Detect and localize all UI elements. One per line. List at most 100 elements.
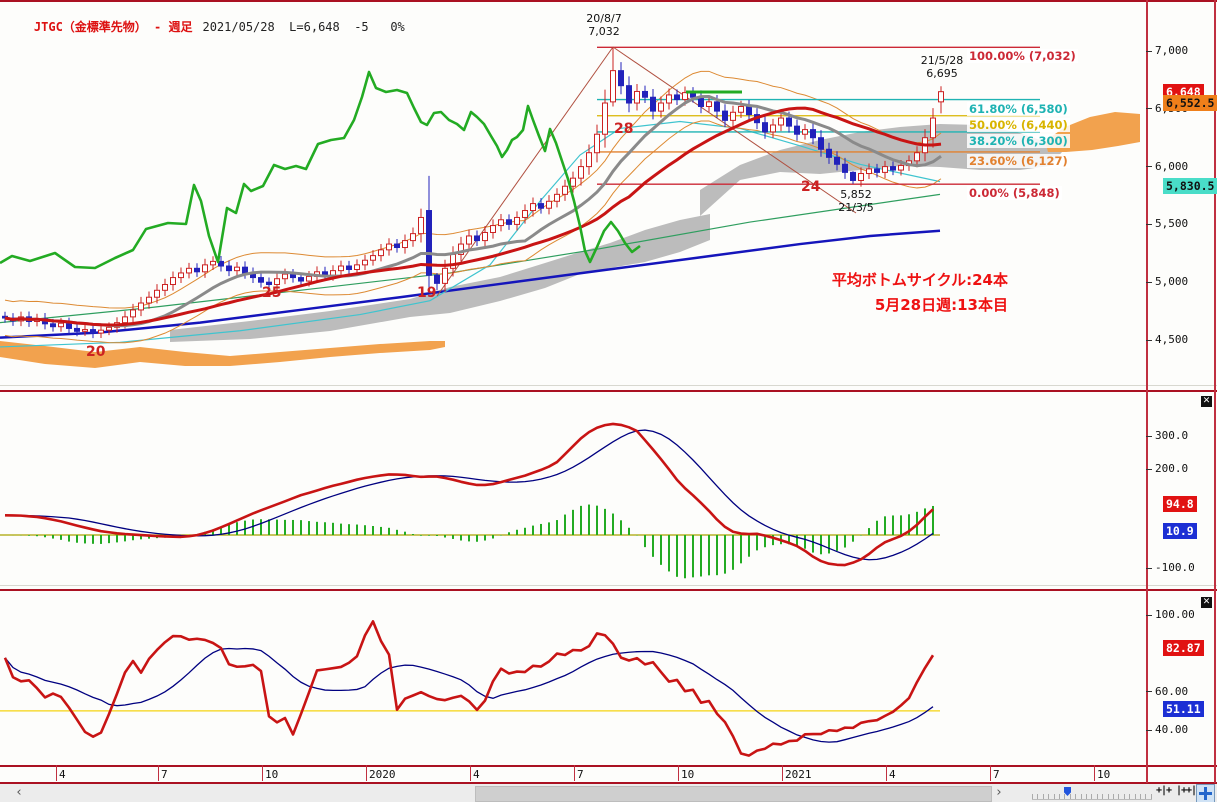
time-axis-label: 7 xyxy=(161,768,168,781)
current-date-price-annotation: 21/5/28 6,695 xyxy=(920,54,964,80)
axis-tick-mark xyxy=(1146,691,1152,693)
ruler-tick xyxy=(1118,794,1120,799)
price-axis-label: 5,000 xyxy=(1155,275,1189,289)
cycle-indicator-green-line xyxy=(0,70,641,270)
instrument-name: JTGC（金標準先物） - 週足 xyxy=(33,20,193,34)
window-top-border xyxy=(0,0,1217,2)
time-axis-tick xyxy=(886,765,887,781)
ruler-tick xyxy=(1150,794,1152,799)
horizontal-scrollbar[interactable]: ‹ › +|+ |++| xyxy=(0,784,1217,802)
rsi-panel-close-button[interactable]: ✕ xyxy=(1201,597,1212,608)
low-price-date-annotation: 5,852 21/3/5 xyxy=(838,188,874,214)
time-axis-label: 7 xyxy=(993,768,1000,781)
ruler-tick xyxy=(1140,794,1141,799)
axis-tick-mark xyxy=(1146,281,1152,283)
separator-shadow-1 xyxy=(0,385,1217,386)
rsi-red-line xyxy=(3,620,935,757)
macd-red-line xyxy=(4,422,934,567)
ruler-tick xyxy=(1145,794,1147,799)
time-axis-label: 2020 xyxy=(369,768,396,781)
panel-separator-2[interactable] xyxy=(0,589,1217,591)
macd-panel-chart[interactable] xyxy=(0,392,1146,586)
ruler-tick xyxy=(1059,794,1060,799)
rsi-axis-label: 60.00 xyxy=(1155,684,1189,698)
scroll-left-arrow-icon[interactable]: ‹ xyxy=(16,785,22,800)
envelope-lower-orange-line xyxy=(4,120,942,344)
window-right-border xyxy=(1214,0,1216,783)
time-axis-tick xyxy=(56,765,57,781)
axis-tick-mark xyxy=(1146,223,1152,225)
peak-date-price-annotation: 20/8/7 7,032 xyxy=(586,12,622,38)
rsi-panel-chart[interactable] xyxy=(0,592,1146,764)
pan-mode-icon[interactable] xyxy=(1196,784,1215,802)
ruler-marker-icon[interactable] xyxy=(1064,787,1071,796)
cycle-note-text: 平均ボトムサイクル:24本 5月28日週:13本目 xyxy=(831,271,1008,314)
time-axis-tick xyxy=(782,765,783,781)
time-axis-tick xyxy=(574,765,575,781)
macd-panel-close-button[interactable]: ✕ xyxy=(1201,396,1212,407)
time-axis-label: 7 xyxy=(577,768,584,781)
ruler-tick xyxy=(1064,794,1066,799)
price-axis-label: 5,500 xyxy=(1155,217,1189,231)
time-axis-label: 4 xyxy=(59,768,66,781)
axis-tick-mark xyxy=(1146,614,1152,616)
xaxis-top-border xyxy=(0,765,1217,767)
quote-info: 2021/05/28 L=6,648 -5 0% xyxy=(202,20,405,34)
ichimoku-cloud-orange-left xyxy=(0,341,445,368)
ruler-tick xyxy=(1096,794,1098,799)
panel-separator-1[interactable] xyxy=(0,390,1217,392)
ruler-tick xyxy=(1075,794,1077,799)
axis-tick-mark xyxy=(1146,435,1152,437)
macd-axis-label: 200.0 xyxy=(1155,462,1189,475)
macd-value-badge: 10.9 xyxy=(1163,523,1197,540)
fib-level-label: 50.00% (6,440) xyxy=(967,117,1070,132)
cycle-count-label: 28 xyxy=(614,121,634,137)
price-axis-label: 6,000 xyxy=(1155,159,1189,173)
ruler-tick xyxy=(1107,794,1109,799)
time-axis-tick xyxy=(470,765,471,781)
time-axis-label: 2021 xyxy=(785,768,812,781)
macd-value-badge: 94.8 xyxy=(1163,495,1197,512)
macd-axis-label: 300.0 xyxy=(1155,429,1189,442)
ruler-tick xyxy=(1037,794,1039,799)
rsi-axis-label: 40.00 xyxy=(1155,723,1189,737)
time-axis-tick xyxy=(678,765,679,781)
price-axis-label: 4,500 xyxy=(1155,333,1189,346)
cycle-count-label: 25 xyxy=(262,285,282,301)
long-term-ma-blue-line xyxy=(0,229,941,339)
bar-narrow-icon[interactable]: +|+ xyxy=(1156,785,1172,796)
time-axis-tick xyxy=(1094,765,1095,781)
fib-anchor-diagonal xyxy=(436,46,614,297)
ruler-tick xyxy=(1113,794,1114,799)
separator-shadow-2 xyxy=(0,585,1217,586)
price-axis-line xyxy=(1146,0,1148,783)
ruler-tick xyxy=(1053,794,1055,799)
ruler-tick xyxy=(1102,794,1104,799)
cycle-count-label: 24 xyxy=(801,179,821,195)
price-badge: 5,830.5 xyxy=(1163,178,1217,195)
time-axis-tick xyxy=(262,765,263,781)
ruler-tick xyxy=(1134,794,1136,799)
bar-widen-icon[interactable]: |++| xyxy=(1176,785,1197,796)
ruler-tick xyxy=(1123,794,1125,799)
axis-tick-mark xyxy=(1146,166,1152,168)
axis-tick-mark xyxy=(1146,339,1152,341)
macd-axis-label: -100.0 xyxy=(1155,561,1195,574)
ichimoku-cloud-gray-mid xyxy=(170,214,710,342)
price-badge: 6,552.5 xyxy=(1163,94,1217,111)
fib-anchor-diagonal xyxy=(612,46,857,214)
ruler-tick xyxy=(1042,794,1044,799)
bar-width-ruler[interactable] xyxy=(1032,787,1152,800)
scroll-right-arrow-icon[interactable]: › xyxy=(996,785,1002,800)
rsi-axis-label: 100.00 xyxy=(1155,608,1195,621)
rsi-value-badge: 82.87 xyxy=(1163,639,1204,656)
scrollbar-thumb[interactable] xyxy=(475,786,992,802)
axis-tick-mark xyxy=(1146,468,1152,470)
fib-level-label: 61.80% (6,580) xyxy=(967,101,1070,116)
ruler-tick xyxy=(1032,794,1033,799)
time-axis-label: 10 xyxy=(681,768,695,781)
sma26-red-line xyxy=(4,106,942,327)
macd-signal-blue-line xyxy=(4,429,934,561)
envelope-upper-orange-line xyxy=(4,70,942,309)
